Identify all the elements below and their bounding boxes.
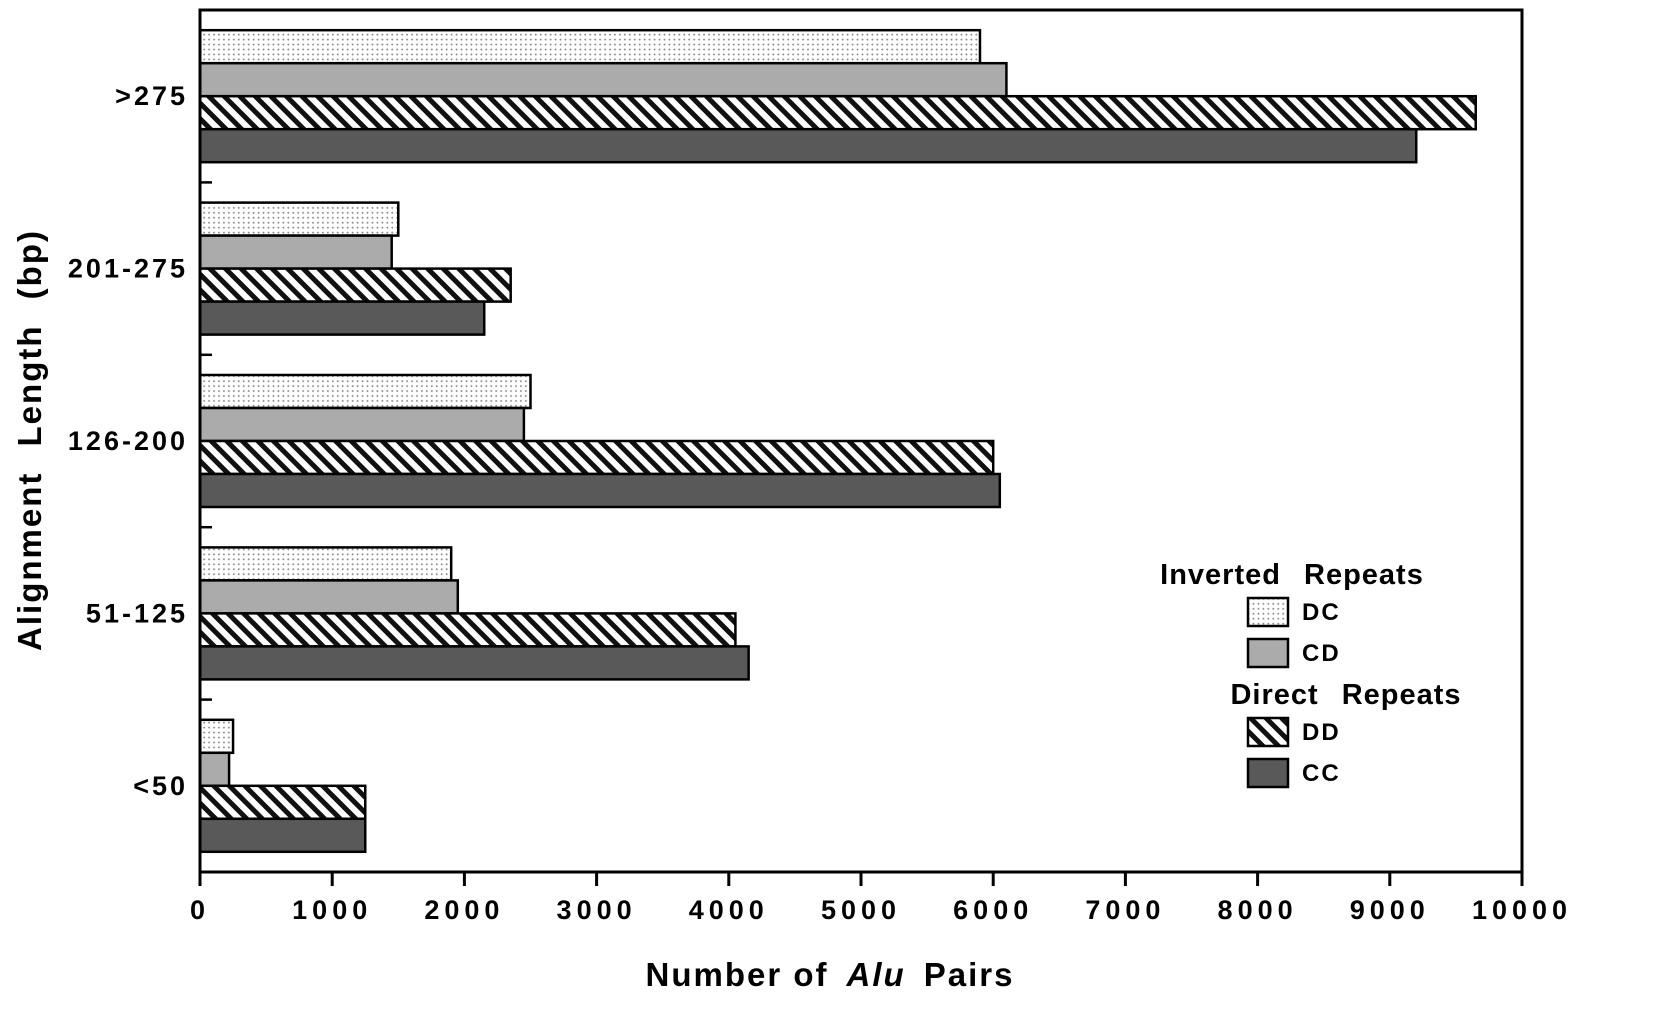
legend: Inverted Repeats DC CD Direct Repeats DD CC: [1160, 559, 1461, 789]
x-axis-title-italic: Alu: [846, 956, 906, 993]
x-axis-title-prefix: Number of: [645, 956, 829, 993]
bar-CD-2: [198, 406, 526, 443]
bar-CC-4: [198, 817, 367, 854]
x-axis-title: Number of Alu Pairs: [637, 956, 1024, 994]
bar-DC-2: [198, 373, 532, 410]
legend-label-DD: DD: [1302, 719, 1341, 746]
legend-label-CC: CC: [1302, 760, 1341, 787]
bar-CD-4: [198, 751, 231, 788]
legend-label-CD: CD: [1302, 640, 1341, 667]
y-axis-title: Alignment Length (bp): [11, 229, 48, 651]
y-category-label: >275: [115, 81, 188, 111]
x-axis-title-suffix: Pairs: [923, 956, 1015, 993]
bar-DD-1: [198, 267, 512, 303]
y-category-label: 126-200: [68, 426, 188, 456]
bar-CD-0: [198, 61, 1008, 98]
bar-DD-0: [198, 94, 1477, 131]
y-category-label: 201-275: [68, 254, 188, 284]
y-category-label: <50: [133, 771, 188, 801]
x-tick-label: 8000: [1218, 895, 1298, 925]
bar-CC-2: [198, 472, 1002, 509]
bar-DC-1: [198, 201, 400, 237]
x-tick-label: 3000: [557, 895, 637, 925]
bar-DD-4: [198, 784, 367, 821]
x-tick-label: 10000: [1472, 895, 1572, 925]
y-category-label: 51-125: [86, 598, 188, 628]
bar-DC-3: [198, 546, 453, 582]
legend-swatch-DD: [1246, 716, 1290, 748]
bar-CD-1: [198, 234, 393, 270]
x-tick-label: 1000: [292, 895, 372, 925]
bar-CC-1: [198, 300, 486, 336]
bar-DD-2: [198, 439, 995, 476]
x-tick-label: 9000: [1350, 895, 1430, 925]
bar-CC-0: [198, 127, 1418, 164]
x-tick-label: 2000: [424, 895, 504, 925]
bar-DD-3: [198, 612, 737, 648]
legend-swatch-CC: [1246, 757, 1290, 789]
x-tick-label: 5000: [821, 895, 901, 925]
x-tick-label: 6000: [953, 895, 1033, 925]
legend-label-DC: DC: [1302, 599, 1341, 626]
legend-title: Inverted Repeats: [1160, 559, 1424, 591]
bar-DC-0: [198, 28, 982, 65]
legend-title: Direct Repeats: [1230, 679, 1461, 711]
legend-swatch-CD: [1246, 637, 1290, 669]
legend-swatch-DC: [1246, 596, 1290, 628]
bar-DC-4: [198, 718, 235, 755]
bars-layer: [198, 28, 1477, 854]
bar-CD-3: [198, 579, 460, 615]
x-tick-label: 7000: [1085, 895, 1165, 925]
x-tick-label: 4000: [689, 895, 769, 925]
bar-CC-3: [198, 645, 750, 681]
x-tick-label: 0: [190, 895, 210, 925]
axes-layer: 0 1000 2000 3000 4000 5000 6000 7000 8000 9000 100…: [68, 8, 1572, 925]
